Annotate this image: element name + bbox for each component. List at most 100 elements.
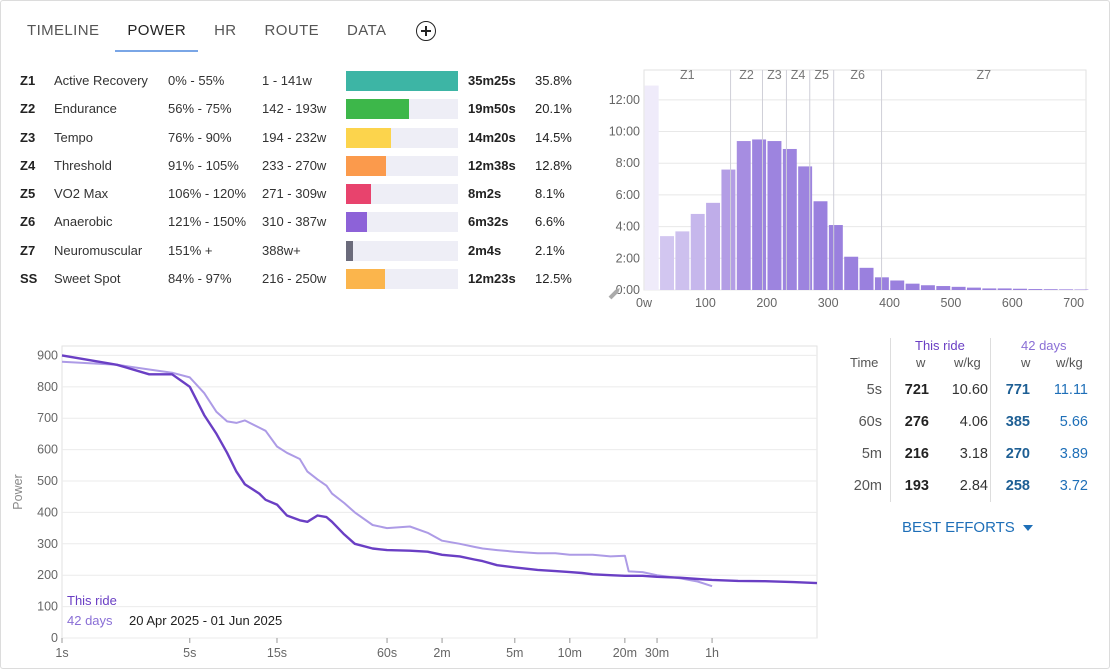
- histogram-bar: [951, 286, 966, 290]
- zone-watt-range: 194 - 232w: [262, 129, 327, 145]
- zone-time: 14m20s: [468, 129, 516, 145]
- zone-share: 14.5%: [535, 129, 572, 145]
- effort-wkg: 4.06: [959, 414, 988, 430]
- tab-route[interactable]: ROUTE: [264, 22, 320, 39]
- zone-code: Z7: [20, 242, 36, 258]
- zone-label: Z7: [976, 68, 991, 82]
- x-tick-label: 30m: [645, 646, 669, 660]
- histogram-bar: [690, 213, 705, 290]
- zone-percent-range: 0% - 55%: [168, 73, 225, 88]
- y-tick-label: 6:00: [616, 188, 640, 202]
- effort-watts: 721: [904, 382, 929, 398]
- effort-wkg: 2.84: [959, 478, 988, 494]
- header-wkg: w/kg: [954, 355, 981, 370]
- zone-name: Threshold: [54, 157, 112, 173]
- zone-label: Z2: [739, 68, 754, 82]
- zone-bar: [346, 99, 409, 120]
- effort-watts-42: 385: [1005, 414, 1030, 430]
- y-tick-label: 700: [37, 411, 58, 425]
- x-tick-label: 300: [818, 296, 839, 310]
- zone-row: Z2 Endurance 56% - 75% 142 - 193w 19m50s 20.1…: [20, 95, 580, 123]
- x-tick-label: 500: [941, 296, 962, 310]
- zone-time: 8m2s: [468, 186, 502, 202]
- histogram-bar: [966, 287, 981, 290]
- effort-wkg-42: 3.89: [1059, 446, 1088, 462]
- zone-name: Sweet Spot: [54, 271, 121, 287]
- zone-watt-range: 1 - 141w: [262, 73, 312, 88]
- zone-row: Z6 Anaerobic 121% - 150% 310 - 387w 6m32s 6.6…: [20, 208, 580, 236]
- series-this-ride: [61, 354, 818, 585]
- zone-row: Z7 Neuromuscular 151% + 388w+ 2m4s 2.1%: [20, 237, 580, 265]
- histogram-bar: [1013, 288, 1027, 290]
- effort-wkg-42: 3.72: [1059, 478, 1088, 494]
- zone-time: 12m38s: [468, 157, 516, 173]
- zone-label: Z3: [767, 68, 782, 82]
- zone-bar-track: [346, 212, 458, 233]
- zone-watt-range: 310 - 387w: [262, 214, 327, 230]
- histogram-bar: [752, 139, 767, 290]
- x-tick-label: 20m: [613, 646, 637, 660]
- tab-data[interactable]: DATA: [347, 22, 387, 39]
- zone-name: Neuromuscular: [54, 242, 143, 258]
- y-tick-label: 4:00: [616, 220, 640, 234]
- zone-bar-track: [346, 240, 458, 261]
- header-watts: w: [916, 355, 926, 370]
- x-tick-label: 10m: [558, 646, 582, 660]
- x-tick-label: 60s: [377, 646, 397, 660]
- histogram-bar: [660, 236, 674, 290]
- add-tab-icon[interactable]: [416, 21, 437, 41]
- zone-name: Anaerobic: [54, 214, 113, 230]
- zone-code: Z4: [20, 157, 36, 173]
- column-separator: [890, 338, 891, 502]
- zone-bar: [346, 127, 392, 148]
- zone-watt-range: 142 - 193w: [262, 101, 327, 117]
- zone-name: VO2 Max: [54, 186, 109, 202]
- histogram-bar: [706, 202, 721, 290]
- zone-row: Z3 Tempo 76% - 90% 194 - 232w 14m20s 14.5%: [20, 124, 580, 152]
- best-efforts-button[interactable]: BEST EFFORTS: [902, 519, 1033, 536]
- legend-date-range: 20 Apr 2025 - 01 Jun 2025: [129, 613, 282, 628]
- tab-timeline[interactable]: TIMELINE: [27, 22, 100, 39]
- zone-percent-range: 151% +: [168, 242, 213, 258]
- plot-frame: [61, 345, 818, 639]
- y-tick-label: 500: [37, 474, 58, 488]
- effort-watts: 216: [904, 446, 929, 462]
- histogram-bar: [798, 166, 813, 290]
- zone-bar-track: [346, 127, 458, 148]
- tab-power[interactable]: POWER: [115, 14, 198, 52]
- zone-name: Endurance: [54, 101, 117, 117]
- zone-watt-range: 216 - 250w: [262, 271, 327, 287]
- zone-label: Z5: [814, 68, 829, 82]
- y-tick-label: 10:00: [609, 125, 640, 139]
- histogram-bar: [844, 256, 859, 290]
- effort-duration: 5m: [861, 446, 882, 462]
- x-tick-label: 5s: [183, 646, 196, 660]
- x-tick-label: 600: [1002, 296, 1023, 310]
- zone-time: 19m50s: [468, 101, 516, 117]
- x-tick-label: 100: [695, 296, 716, 310]
- best-effort-row: 20m 193 2.84 258 3.72: [846, 478, 1096, 502]
- col-this-ride: This ride: [915, 338, 965, 353]
- zone-time: 35m25s: [468, 73, 516, 88]
- histogram-bar: [1043, 289, 1058, 290]
- histogram-bar: [736, 141, 751, 290]
- series-42-days: [61, 360, 713, 588]
- tab-hr[interactable]: HR: [214, 22, 237, 39]
- header-time: Time: [850, 355, 879, 370]
- x-tick-label: 1s: [55, 646, 68, 660]
- power-distribution-histogram: 0:00 2:00 4:00 6:00 8:00 10:00 12:00 Z1 Z2 Z3 Z4 Z5…: [608, 68, 1089, 310]
- histogram-bar: [828, 225, 843, 290]
- y-tick-label: 400: [37, 505, 58, 519]
- caret-down-icon: [1022, 525, 1033, 532]
- effort-duration: 5s: [866, 382, 882, 398]
- zone-bar: [346, 269, 386, 290]
- zone-label: Z4: [791, 68, 806, 82]
- best-effort-row: 60s 276 4.06 385 5.66: [846, 414, 1096, 438]
- zone-percent-range: 56% - 75%: [168, 101, 232, 117]
- best-effort-row: 5s 721 10.60 771 11.11: [846, 382, 1096, 406]
- zone-share: 12.5%: [535, 271, 572, 287]
- y-tick-label: 0: [51, 631, 58, 645]
- zone-code: Z3: [20, 129, 36, 145]
- zone-share: 12.8%: [535, 157, 572, 173]
- x-tick-label: 0w: [636, 296, 653, 310]
